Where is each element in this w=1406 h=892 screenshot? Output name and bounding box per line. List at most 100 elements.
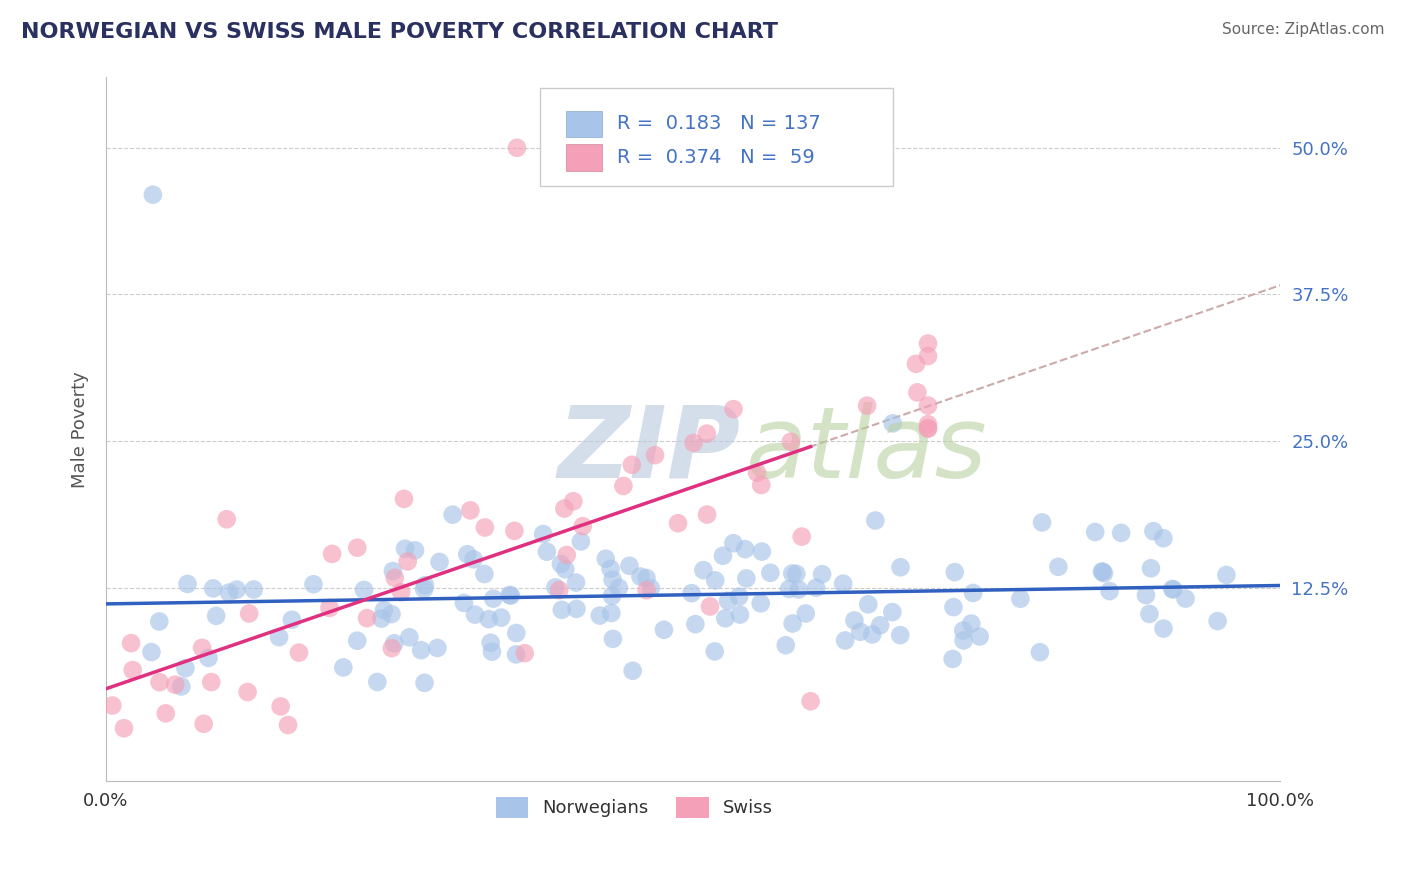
Point	[704, 574, 727, 588]
Point	[1215, 568, 1237, 582]
Point	[778, 582, 800, 596]
Point	[513, 646, 536, 660]
Point	[692, 563, 714, 577]
Point	[917, 349, 939, 363]
Point	[696, 426, 718, 441]
Point	[856, 399, 879, 413]
Point	[728, 590, 751, 604]
Point	[785, 566, 807, 581]
Point	[728, 607, 751, 622]
Point	[236, 685, 259, 699]
Point	[569, 534, 592, 549]
Point	[666, 516, 689, 531]
Point	[506, 141, 529, 155]
Point	[849, 624, 872, 639]
Point	[1091, 565, 1114, 579]
Point	[834, 633, 856, 648]
Point	[652, 623, 675, 637]
Point	[1206, 614, 1229, 628]
Point	[890, 560, 912, 574]
Point	[751, 544, 773, 558]
Point	[200, 675, 222, 690]
Point	[1084, 524, 1107, 539]
Point	[1092, 566, 1115, 581]
Point	[565, 602, 588, 616]
Point	[396, 554, 419, 568]
FancyBboxPatch shape	[540, 88, 893, 186]
Point	[215, 512, 238, 526]
Point	[696, 508, 718, 522]
Point	[917, 417, 939, 432]
Point	[426, 640, 449, 655]
Point	[1010, 591, 1032, 606]
Point	[112, 721, 135, 735]
Point	[155, 706, 177, 721]
Point	[413, 676, 436, 690]
Point	[800, 694, 823, 708]
Point	[1142, 524, 1164, 538]
Point	[619, 558, 641, 573]
Point	[685, 617, 707, 632]
Point	[389, 585, 412, 599]
Point	[456, 547, 478, 561]
Point	[599, 562, 621, 576]
Point	[745, 466, 768, 480]
Point	[474, 567, 496, 582]
Y-axis label: Male Poverty: Male Poverty	[72, 371, 89, 488]
Point	[321, 547, 343, 561]
Point	[869, 618, 891, 632]
Text: atlas: atlas	[747, 401, 987, 499]
Point	[969, 630, 991, 644]
Point	[905, 385, 928, 400]
Point	[571, 519, 593, 533]
Point	[121, 663, 143, 677]
Point	[636, 583, 658, 598]
Point	[242, 582, 264, 597]
Point	[544, 580, 567, 594]
Point	[453, 596, 475, 610]
Point	[775, 638, 797, 652]
Point	[858, 597, 880, 611]
Point	[860, 627, 883, 641]
Point	[148, 675, 170, 690]
Point	[811, 567, 834, 582]
Point	[413, 578, 436, 592]
Point	[644, 448, 666, 462]
Point	[225, 582, 247, 597]
Point	[551, 603, 574, 617]
Point	[398, 630, 420, 644]
Point	[882, 605, 904, 619]
Point	[193, 716, 215, 731]
Point	[382, 636, 405, 650]
Point	[218, 585, 240, 599]
Point	[270, 699, 292, 714]
Point	[205, 608, 228, 623]
Point	[505, 626, 527, 640]
Point	[960, 616, 983, 631]
Point	[607, 581, 630, 595]
Point	[1135, 588, 1157, 602]
Point	[197, 651, 219, 665]
Point	[844, 614, 866, 628]
Point	[904, 357, 927, 371]
Point	[600, 589, 623, 603]
FancyBboxPatch shape	[567, 145, 602, 171]
Point	[1098, 584, 1121, 599]
Point	[463, 552, 485, 566]
Point	[952, 633, 974, 648]
Text: R =  0.183   N = 137: R = 0.183 N = 137	[617, 114, 821, 134]
Point	[723, 402, 745, 417]
Point	[120, 636, 142, 650]
Point	[1139, 607, 1161, 621]
Point	[620, 458, 643, 472]
Point	[170, 680, 193, 694]
Text: NORWEGIAN VS SWISS MALE POVERTY CORRELATION CHART: NORWEGIAN VS SWISS MALE POVERTY CORRELAT…	[21, 22, 778, 42]
Point	[735, 571, 758, 585]
Point	[474, 520, 496, 534]
Point	[499, 589, 522, 603]
Point	[790, 530, 813, 544]
Point	[782, 566, 804, 581]
Point	[600, 606, 623, 620]
Point	[302, 577, 325, 591]
Point	[640, 581, 662, 595]
